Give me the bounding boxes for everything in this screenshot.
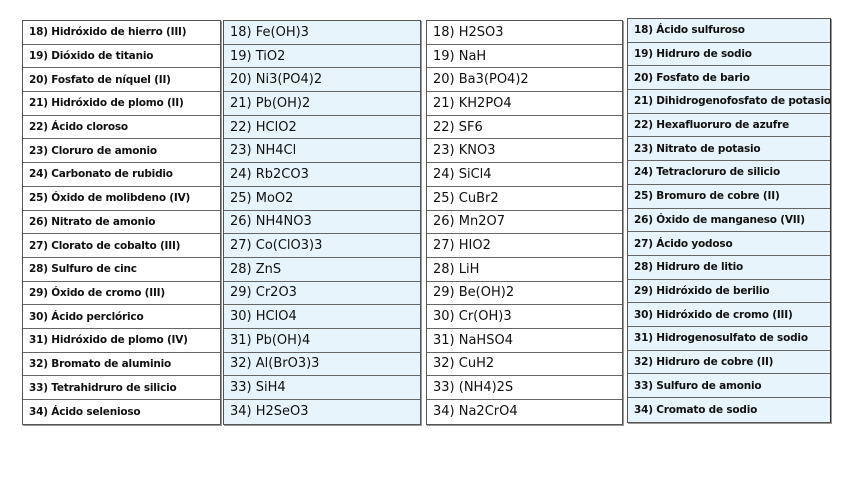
formula-cell: 18) Fe(OH)3 <box>224 21 420 45</box>
compound-name-cell: 24) Tetracloruro de silicio <box>628 161 830 185</box>
formula-cell: 29) Cr2O3 <box>224 282 420 306</box>
compound-name-cell: 34) Ácido selenioso <box>29 405 141 418</box>
compound-name-cell: 31) Hidróxido de plomo (IV) <box>23 329 220 353</box>
compound-name-cell: 28) Sulfuro de cinc <box>23 258 220 282</box>
formula-cell: 22) HClO2 <box>224 116 420 140</box>
formula-cell: 19) NaH <box>427 45 622 69</box>
compound-name-cell: 23) Cloruro de amonio <box>23 139 220 164</box>
compound-name-cell: 23) Nitrato de potasio <box>628 137 830 162</box>
formula-cell: 24) Rb2CO3 <box>224 163 420 187</box>
compound-name-cell: 33) Tetrahidruro de silicio <box>23 376 220 400</box>
compound-name-cell: 29) Hidróxido de berilio <box>628 280 830 304</box>
compound-name-cell: 28) Hidruro de litio <box>628 256 830 280</box>
compound-name-cell: 27) Ácido yodoso <box>628 232 830 256</box>
compound-name-cell: 22) Hexafluoruro de azufre <box>628 114 830 138</box>
formula-cell: 29) Be(OH)2 <box>427 282 622 306</box>
formula-cell: 20) Ba3(PO4)2 <box>427 68 622 93</box>
compound-name-cell: 30) Hidróxido de cromo (III) <box>628 303 830 327</box>
compound-name-cell: 25) Óxido de molibdeno (IV) <box>23 187 220 211</box>
formula-cell: 26) NH4NO3 <box>224 211 420 235</box>
compound-name-cell: 31) Hidrogenosulfato de sodio <box>628 327 830 351</box>
compound-name-cell: 24) Carbonato de rubidio <box>23 163 220 187</box>
table-formulas-1: 18) Fe(OH)3 19) TiO2 20) Ni3(PO4)2 21) Pb(O… <box>223 20 421 425</box>
formula-cell: 34) Na2CrO4 <box>433 404 518 420</box>
formula-cell: 20) Ni3(PO4)2 <box>224 68 420 93</box>
compound-name-cell: 20) Fosfato de níquel (II) <box>23 68 220 93</box>
compound-name-cell: 22) Ácido cloroso <box>23 116 220 140</box>
formula-cell: 32) Al(BrO3)3 <box>224 353 420 377</box>
formula-cell: 33) (NH4)2S <box>427 376 622 400</box>
compound-name-cell: 25) Bromuro de cobre (II) <box>628 185 830 209</box>
formula-cell: 24) SiCl4 <box>427 163 622 187</box>
formula-cell: 25) MoO2 <box>224 187 420 211</box>
formula-cell: 21) Pb(OH)2 <box>224 92 420 116</box>
compound-name-cell: 34) Cromato de sodio <box>634 403 758 416</box>
formula-cell: 33) SiH4 <box>224 376 420 400</box>
table-formulas-2: 18) H2SO3 19) NaH 20) Ba3(PO4)2 21) KH2PO4 2… <box>426 20 623 425</box>
compound-name-cell: 21) Dihidrogenofosfato de potasio <box>628 90 830 114</box>
compound-name-cell: 32) Hidruro de cobre (II) <box>628 351 830 375</box>
formula-cell: 31) NaHSO4 <box>427 329 622 353</box>
compound-name-cell: 21) Hidróxido de plomo (II) <box>23 92 220 116</box>
formula-cell: 26) Mn2O7 <box>427 211 622 235</box>
formula-cell: 34) H2SeO3 <box>230 404 309 420</box>
formula-cell: 28) LiH <box>427 258 622 282</box>
formula-cell: 23) NH4Cl <box>224 139 420 164</box>
compound-name-cell: 30) Ácido perclórico <box>23 305 220 329</box>
formula-cell: 23) KNO3 <box>427 139 622 164</box>
compound-name-cell: 32) Bromato de aluminio <box>23 353 220 377</box>
formula-cell: 21) KH2PO4 <box>427 92 622 116</box>
formula-cell: 27) HIO2 <box>427 234 622 258</box>
formula-cell: 30) Cr(OH)3 <box>427 305 622 329</box>
compound-name-cell: 20) Fosfato de bario <box>628 66 830 91</box>
formula-cell: 31) Pb(OH)4 <box>224 329 420 353</box>
formula-cell: 18) H2SO3 <box>427 21 622 45</box>
table-compound-names-1: 18) Hidróxido de hierro (III) 19) Dióxido… <box>22 20 221 425</box>
compound-name-cell: 18) Hidróxido de hierro (III) <box>23 21 220 45</box>
formula-cell: 28) ZnS <box>224 258 420 282</box>
compound-name-cell: 18) Ácido sulfuroso <box>628 19 830 43</box>
compound-name-cell: 27) Clorato de cobalto (III) <box>23 234 220 258</box>
compound-name-cell: 29) Óxido de cromo (III) <box>23 282 220 306</box>
compound-name-cell: 33) Sulfuro de amonio <box>628 374 830 398</box>
compound-name-cell: 19) Hidruro de sodio <box>628 43 830 67</box>
compound-name-cell: 26) Óxido de manganeso (VII) <box>628 209 830 233</box>
formula-cell: 30) HClO4 <box>224 305 420 329</box>
table-compound-names-2: 18) Ácido sulfuroso 19) Hidruro de sodio 2… <box>627 18 831 423</box>
compound-name-cell: 26) Nitrato de amonio <box>23 211 220 235</box>
formula-cell: 19) TiO2 <box>224 45 420 69</box>
formula-cell: 22) SF6 <box>427 116 622 140</box>
formula-cell: 25) CuBr2 <box>427 187 622 211</box>
formula-cell: 27) Co(ClO3)3 <box>224 234 420 258</box>
compound-name-cell: 19) Dióxido de titanio <box>23 45 220 69</box>
formula-cell: 32) CuH2 <box>427 353 622 377</box>
